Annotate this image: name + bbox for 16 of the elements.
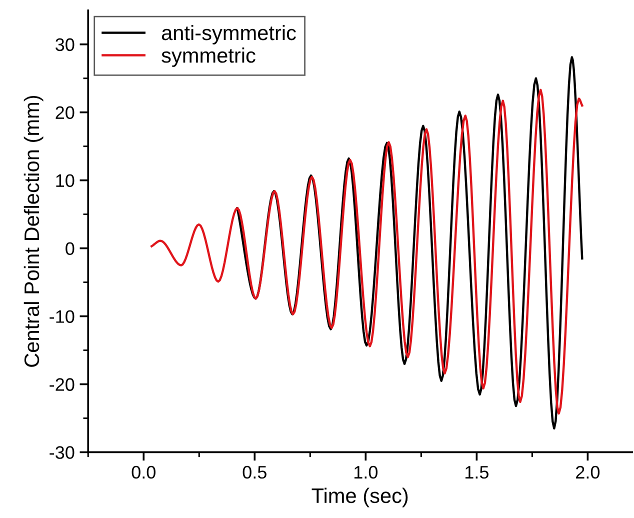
- x-axis-title: Time (sec): [312, 488, 408, 508]
- y-tick-label: -30: [50, 446, 74, 459]
- x-tick-label: 0.5: [242, 466, 266, 479]
- y-tick-label: 30: [56, 38, 74, 52]
- x-tick-label: 0.0: [132, 466, 156, 479]
- legend-label: anti-symmetric: [162, 24, 296, 44]
- x-tick-label: 2.0: [576, 466, 600, 479]
- y-tick-label: 0: [66, 242, 74, 255]
- x-tick-label: 1.5: [466, 466, 488, 479]
- y-tick-label: -10: [50, 310, 74, 323]
- y-tick-label: -20: [50, 378, 74, 391]
- y-axis-title: Central Point Deflection (mm): [24, 96, 44, 367]
- y-tick-label: 20: [56, 106, 74, 120]
- legend-label: symmetric: [162, 47, 256, 67]
- y-tick-label: 10: [56, 174, 74, 188]
- x-tick-label: 1.0: [354, 466, 378, 479]
